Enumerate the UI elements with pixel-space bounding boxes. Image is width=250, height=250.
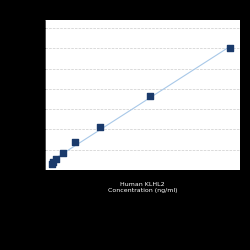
Point: [54, 157, 58, 161]
Point: [60, 150, 64, 154]
Point: [98, 126, 102, 130]
Point: [148, 94, 152, 98]
Point: [228, 46, 232, 50]
Point: [73, 140, 77, 144]
X-axis label: Human KLHL2
Concentration (ng/ml): Human KLHL2 Concentration (ng/ml): [108, 182, 177, 193]
Y-axis label: OD: OD: [23, 90, 28, 100]
Point: [50, 162, 54, 166]
Point: [51, 160, 55, 164]
